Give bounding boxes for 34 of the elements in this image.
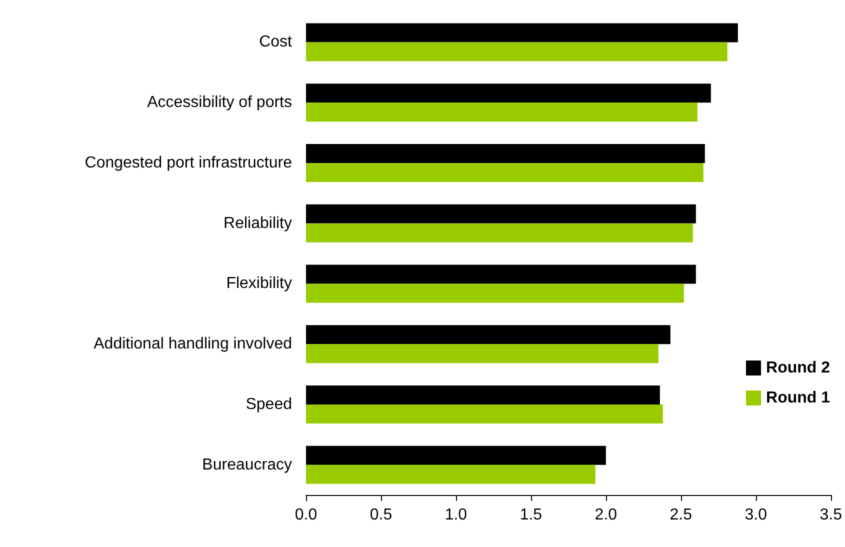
legend-label: Round 2 — [766, 360, 830, 376]
y-tick-label: Accessibility of ports — [147, 94, 292, 112]
x-tick-label: 3.0 — [744, 506, 768, 524]
y-tick-label: Cost — [259, 34, 293, 51]
bar — [306, 344, 658, 364]
y-tick-label: Congested port infrastructure — [84, 154, 292, 172]
bar — [306, 204, 696, 224]
bar — [306, 102, 698, 122]
bar — [306, 84, 711, 103]
bar — [306, 162, 704, 182]
y-tick-label: Bureaucracy — [202, 456, 292, 474]
bar — [306, 42, 728, 62]
bar — [306, 23, 738, 42]
x-tick-label: 0.0 — [294, 506, 318, 524]
bar — [306, 404, 663, 424]
x-tick-label: 1.5 — [520, 506, 542, 524]
x-tick-label: 2.0 — [594, 506, 618, 524]
y-tick-label: Flexibility — [226, 275, 292, 292]
bar — [306, 464, 596, 484]
bar — [306, 264, 696, 284]
x-tick-label: 0.5 — [370, 506, 392, 524]
bar — [306, 223, 693, 242]
bar — [306, 284, 684, 303]
y-tick-label: Reliability — [224, 214, 292, 232]
y-tick-label: Speed — [246, 396, 292, 413]
bar — [306, 144, 705, 163]
x-tick-label: 3.5 — [820, 506, 842, 524]
x-tick-label: 1.0 — [444, 506, 468, 524]
legend-label: Round 1 — [766, 390, 830, 406]
bar — [306, 385, 660, 404]
x-tick-label: 2.5 — [670, 506, 692, 524]
bar — [306, 325, 670, 344]
y-tick-label: Additional handling involved — [94, 336, 292, 353]
bar — [306, 446, 606, 465]
